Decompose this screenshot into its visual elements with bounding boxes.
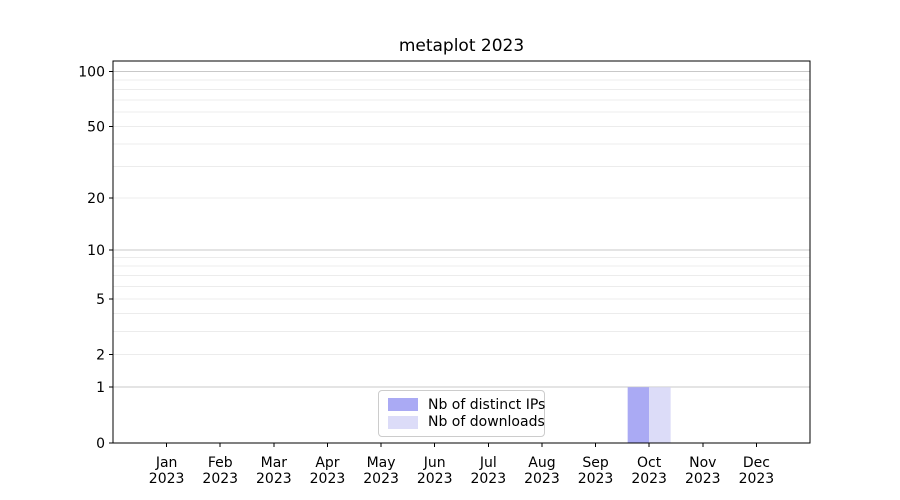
x-tick-label-year-oct: 2023 — [631, 471, 667, 487]
x-tick-label-month-aug: Aug — [528, 455, 555, 471]
x-tick-label-year-sep: 2023 — [578, 471, 614, 487]
x-tick-label-year-jul: 2023 — [470, 471, 506, 487]
x-tick-label-month-jan: Jan — [155, 455, 178, 471]
x-tick-label-year-jun: 2023 — [417, 471, 453, 487]
bar-oct-nb-of-downloads — [649, 387, 671, 443]
legend-swatch-downloads — [388, 415, 418, 429]
x-tick-label-month-oct: Oct — [637, 455, 662, 471]
y-tick-label-0: 0 — [96, 436, 105, 452]
bar-oct-nb-of-distinct-ips — [627, 387, 650, 443]
x-tick-label-year-aug: 2023 — [524, 471, 560, 487]
x-tick-label-year-dec: 2023 — [739, 471, 775, 487]
x-tick-label-month-apr: Apr — [315, 455, 339, 471]
x-tick-label-year-jan: 2023 — [149, 471, 185, 487]
legend-box: Nb of distinct IPs Nb of downloads — [378, 390, 545, 437]
legend-label-downloads: Nb of downloads — [428, 414, 545, 431]
x-tick-label-year-may: 2023 — [363, 471, 399, 487]
legend-item-distinct-ips: Nb of distinct IPs — [388, 398, 545, 412]
x-tick-label-month-feb: Feb — [208, 455, 233, 471]
y-tick-label-1: 1 — [96, 380, 105, 396]
x-tick-label-year-apr: 2023 — [310, 471, 346, 487]
x-tick-label-year-mar: 2023 — [256, 471, 292, 487]
legend-item-downloads: Nb of downloads — [388, 415, 545, 429]
x-tick-label-month-mar: Mar — [261, 455, 288, 471]
x-tick-label-year-feb: 2023 — [202, 471, 238, 487]
y-tick-label-10: 10 — [87, 243, 105, 259]
chart-title: metaplot 2023 — [398, 36, 525, 56]
x-tick-label-month-nov: Nov — [689, 455, 716, 471]
plot-border — [112, 60, 811, 444]
x-tick-label-month-may: May — [367, 455, 396, 471]
y-tick-label-100: 100 — [78, 65, 105, 81]
legend-swatch-distinct-ips — [388, 398, 418, 412]
legend-label-distinct-ips: Nb of distinct IPs — [428, 396, 546, 413]
x-tick-label-month-sep: Sep — [582, 455, 609, 471]
x-tick-label-month-dec: Dec — [743, 455, 770, 471]
y-tick-label-50: 50 — [87, 120, 105, 136]
x-tick-label-month-jul: Jul — [479, 455, 497, 471]
y-tick-label-20: 20 — [87, 191, 105, 207]
y-tick-label-2: 2 — [96, 348, 105, 364]
x-tick-label-month-jun: Jun — [423, 455, 446, 471]
y-tick-label-5: 5 — [96, 292, 105, 308]
x-tick-label-year-nov: 2023 — [685, 471, 721, 487]
